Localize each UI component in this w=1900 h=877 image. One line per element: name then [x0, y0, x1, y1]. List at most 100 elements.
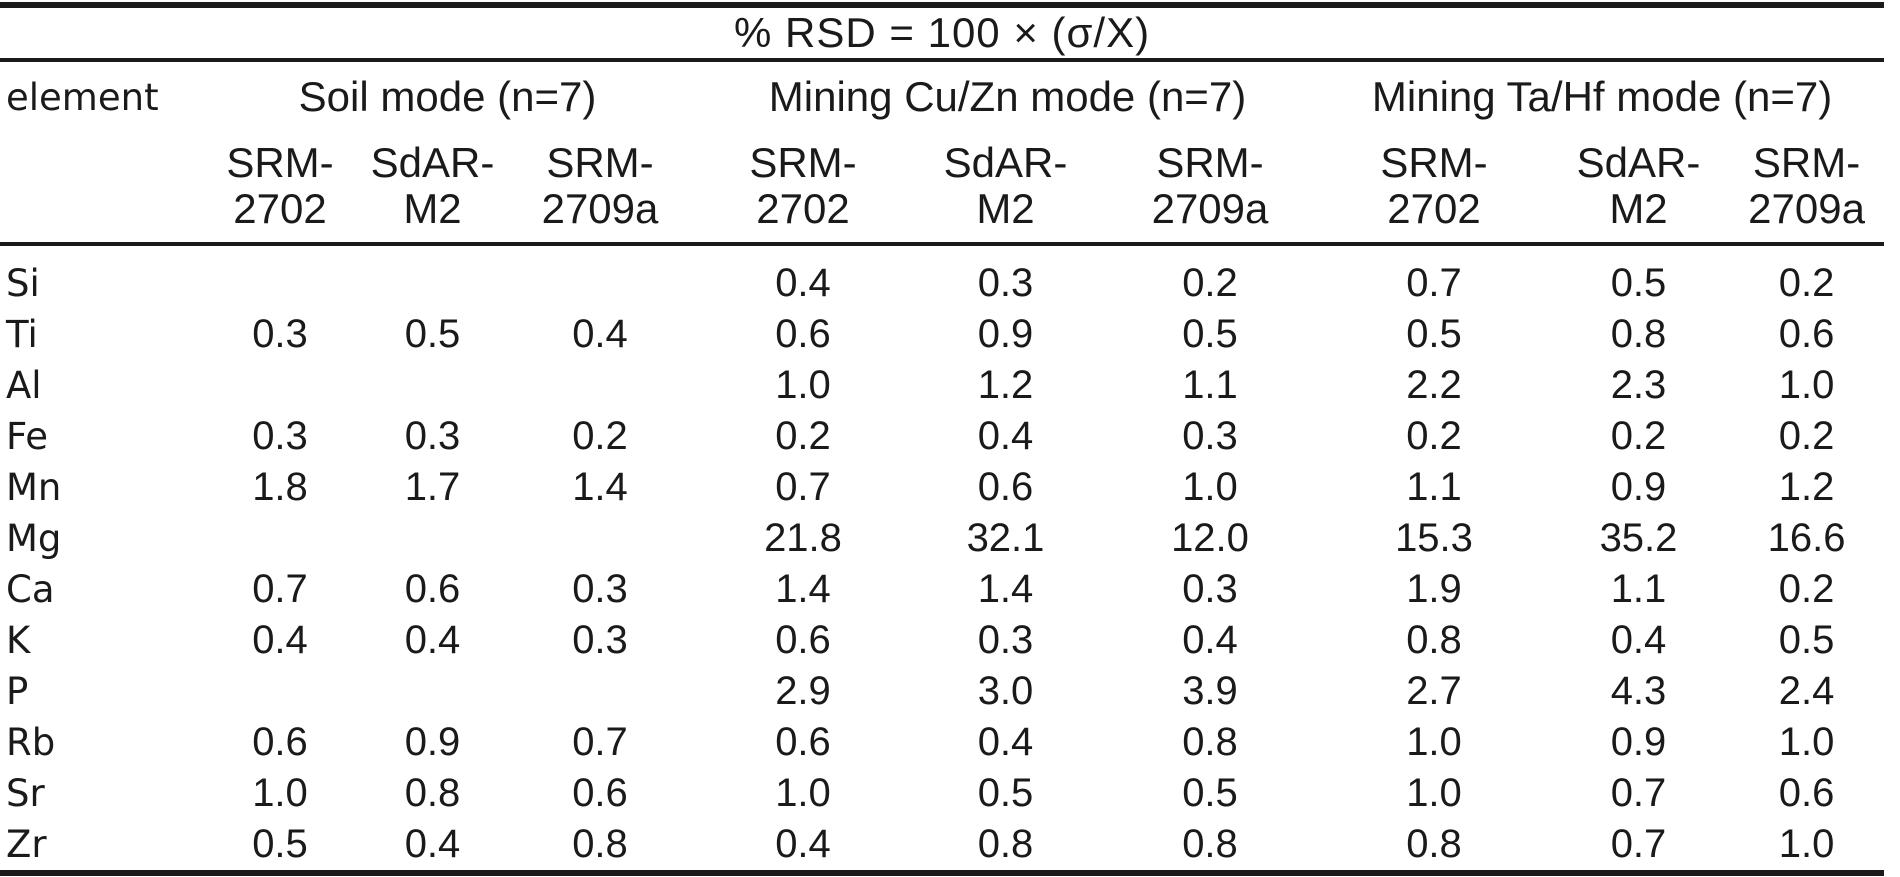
value-cell	[200, 360, 360, 411]
value-cell: 12.0	[1171, 516, 1249, 560]
value-cell: 3.9	[1182, 669, 1238, 713]
value-cell	[360, 360, 505, 411]
title-row: % RSD = 100 × (σ/X)	[0, 2, 1885, 62]
value-cell	[505, 244, 695, 309]
table-row: Mg 21.8 32.1 12.0 15.3 35.2 16.6	[0, 513, 1884, 564]
value-cell: 0.4	[977, 720, 1034, 764]
value-cell: 1.0	[1406, 720, 1462, 764]
value-cell: 0.7	[252, 567, 308, 611]
standard-header-srm2702: SRM- 2702	[200, 132, 360, 246]
value-cell: 0.6	[775, 720, 831, 764]
value-cell: 1.1	[1406, 465, 1462, 509]
value-cell: 0.7	[775, 465, 831, 509]
standard-header-srm2709a: SRM- 2709a	[505, 132, 695, 246]
value-cell	[505, 666, 695, 717]
standard-header-srm2709a: SRM- 2709a	[1729, 132, 1885, 246]
value-cell: 0.2	[1610, 414, 1667, 458]
table-row: Si 0.4 0.3 0.2 0.7 0.5 0.2	[0, 244, 1884, 309]
value-cell: 0.5	[1182, 771, 1238, 815]
table-row: Rb 0.6 0.9 0.7 0.6 0.4 0.8 1.0 0.9 1.0	[0, 717, 1884, 768]
value-cell: 1.0	[1729, 819, 1885, 876]
group-header-mining-cuzn-mode: Mining Cu/Zn mode (n=7)	[768, 73, 1247, 120]
value-cell: 2.7	[1406, 669, 1462, 713]
value-cell: 0.5	[1182, 312, 1238, 356]
standard-header-sdarm2: SdAR- M2	[1548, 132, 1729, 246]
value-cell	[505, 360, 695, 411]
value-cell: 0.7	[1610, 771, 1667, 815]
element-column-header: element	[6, 75, 159, 119]
value-cell: 0.4	[252, 618, 308, 662]
value-cell: 1.0	[775, 771, 831, 815]
value-cell	[505, 513, 695, 564]
value-cell: 1.0	[1406, 771, 1462, 815]
value-cell: 0.4	[404, 618, 461, 662]
value-cell: 0.3	[404, 414, 461, 458]
value-cell: 0.6	[775, 312, 831, 356]
value-cell: 15.3	[1395, 516, 1473, 560]
value-cell: 0.4	[572, 312, 628, 356]
element-cell: Sr	[6, 772, 45, 815]
standard-header-row: SRM- 2702 SdAR- M2 SRM- 2709a SRM- 2702 …	[0, 132, 1885, 246]
value-cell	[200, 513, 360, 564]
group-header-soil-mode: Soil mode (n=7)	[298, 73, 597, 120]
value-cell: 0.4	[360, 819, 505, 876]
value-cell: 0.2	[1182, 261, 1238, 305]
value-cell: 0.8	[505, 819, 695, 876]
value-cell: 0.8	[1182, 720, 1238, 764]
value-cell: 1.7	[404, 465, 461, 509]
value-cell: 3.0	[977, 669, 1034, 713]
group-header-mining-tahf-mode: Mining Ta/Hf mode (n=7)	[1371, 73, 1833, 120]
element-cell: Mn	[6, 466, 62, 509]
standard-header-srm2709a: SRM- 2709a	[1100, 132, 1320, 246]
value-cell: 0.2	[1406, 414, 1462, 458]
value-cell: 0.2	[1778, 567, 1835, 611]
value-cell: 0.2	[775, 414, 831, 458]
element-cell: Ca	[6, 568, 55, 611]
element-cell: K	[6, 619, 31, 662]
value-cell: 0.2	[572, 414, 628, 458]
value-cell: 0.8	[911, 819, 1100, 876]
value-cell: 0.7	[572, 720, 628, 764]
table-row: Fe 0.3 0.3 0.2 0.2 0.4 0.3 0.2 0.2 0.2	[0, 411, 1884, 462]
value-cell: 0.5	[977, 771, 1034, 815]
value-cell: 2.9	[775, 669, 831, 713]
value-cell: 1.0	[1778, 363, 1835, 407]
value-cell: 0.3	[1182, 414, 1238, 458]
value-cell: 1.2	[977, 363, 1034, 407]
value-cell: 0.9	[977, 312, 1034, 356]
empty-header-cell	[0, 132, 200, 246]
value-cell: 0.4	[977, 414, 1034, 458]
value-cell: 1.2	[1778, 465, 1835, 509]
table-row: Al 1.0 1.2 1.1 2.2 2.3 1.0	[0, 360, 1884, 411]
value-cell: 0.8	[1610, 312, 1667, 356]
value-cell: 0.8	[1320, 819, 1548, 876]
value-cell: 0.7	[1406, 261, 1462, 305]
value-cell: 0.5	[404, 312, 461, 356]
value-cell: 4.3	[1610, 669, 1667, 713]
table-row: Mn 1.8 1.7 1.4 0.7 0.6 1.0 1.1 0.9 1.2	[0, 462, 1884, 513]
table-body: Si 0.4 0.3 0.2 0.7 0.5 0.2 Ti 0.3 0.5 0.4 0.6 0.9 0.5…	[0, 244, 1885, 876]
value-cell: 0.2	[1778, 261, 1835, 305]
table-row: Sr 1.0 0.8 0.6 1.0 0.5 0.5 1.0 0.7 0.6	[0, 768, 1884, 819]
standard-header-sdarm2: SdAR- M2	[360, 132, 505, 246]
value-cell	[360, 513, 505, 564]
value-cell: 0.6	[252, 720, 308, 764]
value-cell: 0.4	[695, 819, 911, 876]
value-cell: 1.8	[252, 465, 308, 509]
value-cell: 0.8	[404, 771, 461, 815]
table-row: Ca 0.7 0.6 0.3 1.4 1.4 0.3 1.9 1.1 0.2	[0, 564, 1884, 615]
standard-header-srm2702: SRM- 2702	[1320, 132, 1548, 246]
value-cell: 0.3	[977, 618, 1034, 662]
value-cell: 0.6	[977, 465, 1034, 509]
value-cell: 0.5	[1406, 312, 1462, 356]
value-cell: 21.8	[764, 516, 842, 560]
value-cell: 2.2	[1406, 363, 1462, 407]
element-cell: Mg	[6, 517, 62, 560]
element-cell: Ti	[6, 313, 38, 356]
element-cell: P	[6, 670, 29, 713]
table-row: P 2.9 3.0 3.9 2.7 4.3 2.4	[0, 666, 1884, 717]
table-row: Ti 0.3 0.5 0.4 0.6 0.9 0.5 0.5 0.8 0.6	[0, 309, 1884, 360]
value-cell: 1.9	[1406, 567, 1462, 611]
value-cell: 0.3	[252, 414, 308, 458]
value-cell: 32.1	[966, 516, 1045, 560]
